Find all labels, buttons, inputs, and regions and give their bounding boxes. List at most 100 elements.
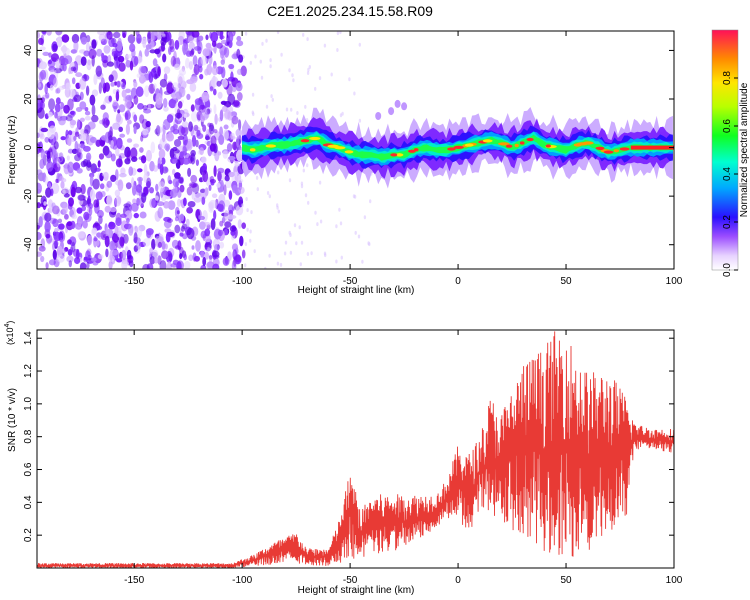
noise-speckle	[48, 259, 56, 266]
noise-speckle	[223, 124, 229, 130]
noise-speckle	[131, 48, 136, 58]
y-tick-label: -20	[23, 188, 34, 203]
noise-speckle	[116, 112, 122, 123]
noise-speckle	[236, 40, 244, 47]
noise-speckle	[58, 223, 65, 230]
noise-speckle	[133, 143, 140, 148]
noise-speckle	[170, 55, 177, 67]
noise-speckle	[244, 242, 248, 247]
noise-speckle	[259, 59, 262, 64]
noise-speckle	[198, 215, 202, 220]
noise-speckle	[116, 80, 121, 88]
noise-speckle	[115, 217, 122, 227]
noise-speckle	[159, 78, 168, 88]
noise-speckle	[73, 94, 82, 103]
noise-speckle	[112, 43, 118, 48]
snr-series-line	[37, 331, 674, 568]
noise-speckle	[198, 35, 204, 42]
noise-speckle	[212, 250, 220, 258]
noise-speckle	[185, 218, 190, 227]
noise-speckle	[170, 97, 179, 104]
noise-speckle	[353, 91, 356, 96]
noise-speckle	[214, 244, 220, 252]
noise-speckle	[56, 87, 61, 94]
noise-speckle	[105, 150, 113, 159]
noise-speckle	[137, 176, 143, 182]
noise-speckle	[48, 98, 56, 111]
noise-speckle	[188, 254, 194, 262]
noise-speckle	[114, 195, 122, 207]
noise-speckle	[53, 231, 62, 242]
noise-speckle	[149, 256, 156, 265]
noise-speckle	[128, 224, 134, 236]
noise-speckle	[118, 104, 126, 113]
noise-speckle	[99, 119, 105, 125]
noise-speckle	[186, 207, 194, 214]
noise-speckle	[218, 200, 226, 213]
signal-hotspot	[344, 150, 354, 154]
noise-speckle	[235, 254, 241, 263]
noise-speckle	[46, 161, 54, 172]
noise-speckle	[142, 105, 148, 111]
noise-speckle	[283, 251, 287, 256]
noise-speckle	[40, 127, 49, 133]
noise-speckle	[172, 158, 178, 164]
noise-speckle	[40, 238, 45, 249]
noise-speckle	[97, 209, 104, 218]
noise-speckle	[161, 241, 166, 250]
y-tick-label: -40	[23, 237, 34, 252]
noise-speckle	[305, 118, 309, 122]
noise-speckle	[253, 249, 256, 254]
noise-speckle	[151, 31, 158, 40]
noise-speckle	[113, 31, 121, 39]
noise-speckle	[63, 193, 70, 198]
noise-speckle	[83, 211, 90, 221]
snr-multiplier-close: )	[5, 321, 15, 324]
noise-speckle	[129, 60, 134, 71]
noise-speckle	[215, 198, 219, 210]
noise-speckle	[145, 149, 152, 162]
signal-hotspot	[408, 149, 416, 153]
noise-speckle	[236, 92, 243, 101]
noise-speckle	[147, 103, 151, 110]
noise-speckle	[288, 178, 292, 183]
noise-speckle	[37, 94, 41, 102]
noise-speckle	[276, 203, 279, 208]
noise-speckle	[67, 249, 73, 256]
noise-speckle	[137, 168, 143, 173]
noise-speckle	[265, 38, 268, 43]
noise-speckle	[184, 260, 191, 269]
noise-speckle	[235, 128, 243, 137]
noise-speckle	[156, 201, 165, 207]
noise-speckle	[318, 76, 322, 81]
noise-speckle	[118, 62, 126, 72]
signal-tail	[630, 145, 674, 150]
noise-speckle	[77, 143, 81, 150]
noise-speckle	[204, 251, 210, 260]
noise-speckle	[37, 202, 41, 209]
noise-speckle	[48, 59, 52, 65]
noise-speckle	[226, 143, 233, 152]
noise-speckle	[352, 194, 356, 199]
noise-speckle	[330, 72, 333, 77]
noise-speckle	[70, 66, 77, 72]
noise-speckle	[119, 173, 127, 178]
noise-speckle	[152, 165, 159, 172]
noise-speckle	[101, 52, 105, 60]
noise-speckle	[71, 241, 76, 253]
noise-speckle	[166, 261, 172, 269]
spectrogram-panel: -150 -100 -50 0 50 100 -40 -20 0 20 40 Height of s…	[7, 30, 683, 296]
noise-speckle	[107, 54, 112, 64]
noise-speckle	[232, 99, 240, 107]
noise-speckle	[208, 255, 213, 264]
noise-speckle	[67, 161, 75, 174]
noise-speckle	[195, 159, 199, 167]
noise-speckle	[60, 136, 66, 141]
noise-speckle	[138, 74, 146, 84]
noise-speckle	[40, 149, 46, 160]
noise-speckle	[296, 111, 299, 115]
noise-speckle	[172, 94, 177, 100]
noise-speckle	[140, 155, 147, 164]
noise-speckle	[368, 242, 371, 247]
noise-speckle	[38, 245, 46, 252]
